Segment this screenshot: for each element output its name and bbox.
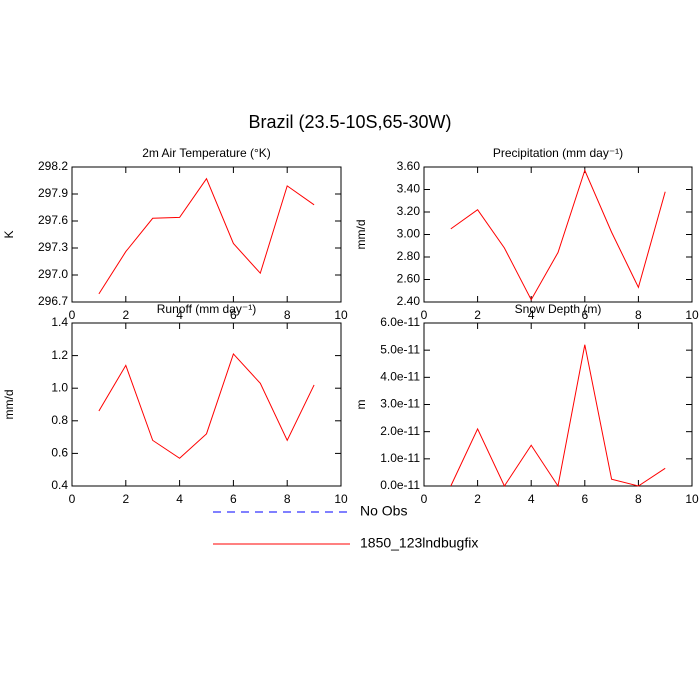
plot-frame xyxy=(423,166,693,303)
x-tick-label: 0 xyxy=(69,308,76,322)
data-line xyxy=(450,168,666,301)
x-tick-label: 2 xyxy=(122,492,129,506)
x-tick-label: 0 xyxy=(421,308,428,322)
y-tick-label: 3.00 xyxy=(397,227,421,241)
y-tick-label: 3.60 xyxy=(397,159,421,173)
x-tick-label: 2 xyxy=(474,492,481,506)
y-tick-label: 298.2 xyxy=(38,159,68,173)
x-tick-label: 4 xyxy=(528,308,535,322)
y-tick-label: 1.4 xyxy=(51,315,68,329)
x-tick-label: 0 xyxy=(69,492,76,506)
y-tick-label: 0.6 xyxy=(51,446,68,460)
x-tick-label: 2 xyxy=(474,308,481,322)
x-tick-label: 8 xyxy=(635,308,642,322)
y-tick-label: 5.0e-11 xyxy=(380,342,420,356)
y-axis-label: m xyxy=(354,400,368,410)
x-tick-label: 10 xyxy=(685,308,699,322)
y-tick-label: 3.40 xyxy=(397,182,421,196)
y-tick-label: 3.0e-11 xyxy=(380,397,420,411)
panel-title: 2m Air Temperature (°K) xyxy=(142,146,271,160)
panel-title: Snow Depth (m) xyxy=(515,302,602,316)
y-tick-label: 1.0 xyxy=(51,380,68,394)
y-tick-label: 297.0 xyxy=(38,267,68,281)
y-tick-label: 0.0e-11 xyxy=(380,478,420,492)
legend-label: 1850_123lndbugfix xyxy=(360,535,478,551)
legend-label: No Obs xyxy=(360,503,407,519)
y-tick-label: 2.80 xyxy=(397,249,421,263)
y-tick-label: 297.3 xyxy=(38,240,68,254)
panel-title: Runoff (mm day⁻¹) xyxy=(157,302,256,316)
y-tick-label: 0.8 xyxy=(51,413,68,427)
x-tick-label: 2 xyxy=(122,308,129,322)
y-tick-label: 1.0e-11 xyxy=(380,451,420,465)
x-tick-label: 4 xyxy=(176,308,183,322)
x-tick-label: 6 xyxy=(581,308,588,322)
x-tick-label: 8 xyxy=(635,492,642,506)
figure-title: Brazil (23.5-10S,65-30W) xyxy=(248,112,451,132)
plot-frame xyxy=(423,322,693,487)
y-axis-label: mm/d xyxy=(2,390,16,420)
data-line xyxy=(450,344,666,488)
x-tick-label: 6 xyxy=(230,492,237,506)
y-tick-label: 0.4 xyxy=(51,478,68,492)
x-tick-label: 4 xyxy=(176,492,183,506)
x-tick-label: 10 xyxy=(334,492,348,506)
plot-frame xyxy=(71,322,342,487)
x-tick-label: 10 xyxy=(334,308,348,322)
y-tick-label: 1.2 xyxy=(51,348,68,362)
y-axis-label: mm/d xyxy=(354,220,368,250)
x-tick-label: 0 xyxy=(421,492,428,506)
y-tick-label: 297.9 xyxy=(38,186,68,200)
y-tick-label: 2.60 xyxy=(397,272,421,286)
x-tick-label: 10 xyxy=(685,492,699,506)
y-tick-label: 2.40 xyxy=(397,294,421,308)
x-tick-label: 6 xyxy=(581,492,588,506)
plot-frame xyxy=(71,166,342,303)
y-tick-label: 3.20 xyxy=(397,204,421,218)
x-tick-label: 4 xyxy=(528,492,535,506)
panel-title: Precipitation (mm day⁻¹) xyxy=(493,146,623,160)
x-tick-label: 8 xyxy=(284,492,291,506)
x-tick-label: 6 xyxy=(230,308,237,322)
y-tick-label: 2.0e-11 xyxy=(380,424,420,438)
y-tick-label: 296.7 xyxy=(38,294,68,308)
y-tick-label: 297.6 xyxy=(38,213,68,227)
y-tick-label: 4.0e-11 xyxy=(380,370,420,384)
data-line xyxy=(98,177,315,295)
data-line xyxy=(98,353,315,459)
y-axis-label: K xyxy=(2,230,16,238)
x-tick-label: 8 xyxy=(284,308,291,322)
y-tick-label: 6.0e-11 xyxy=(380,315,420,329)
